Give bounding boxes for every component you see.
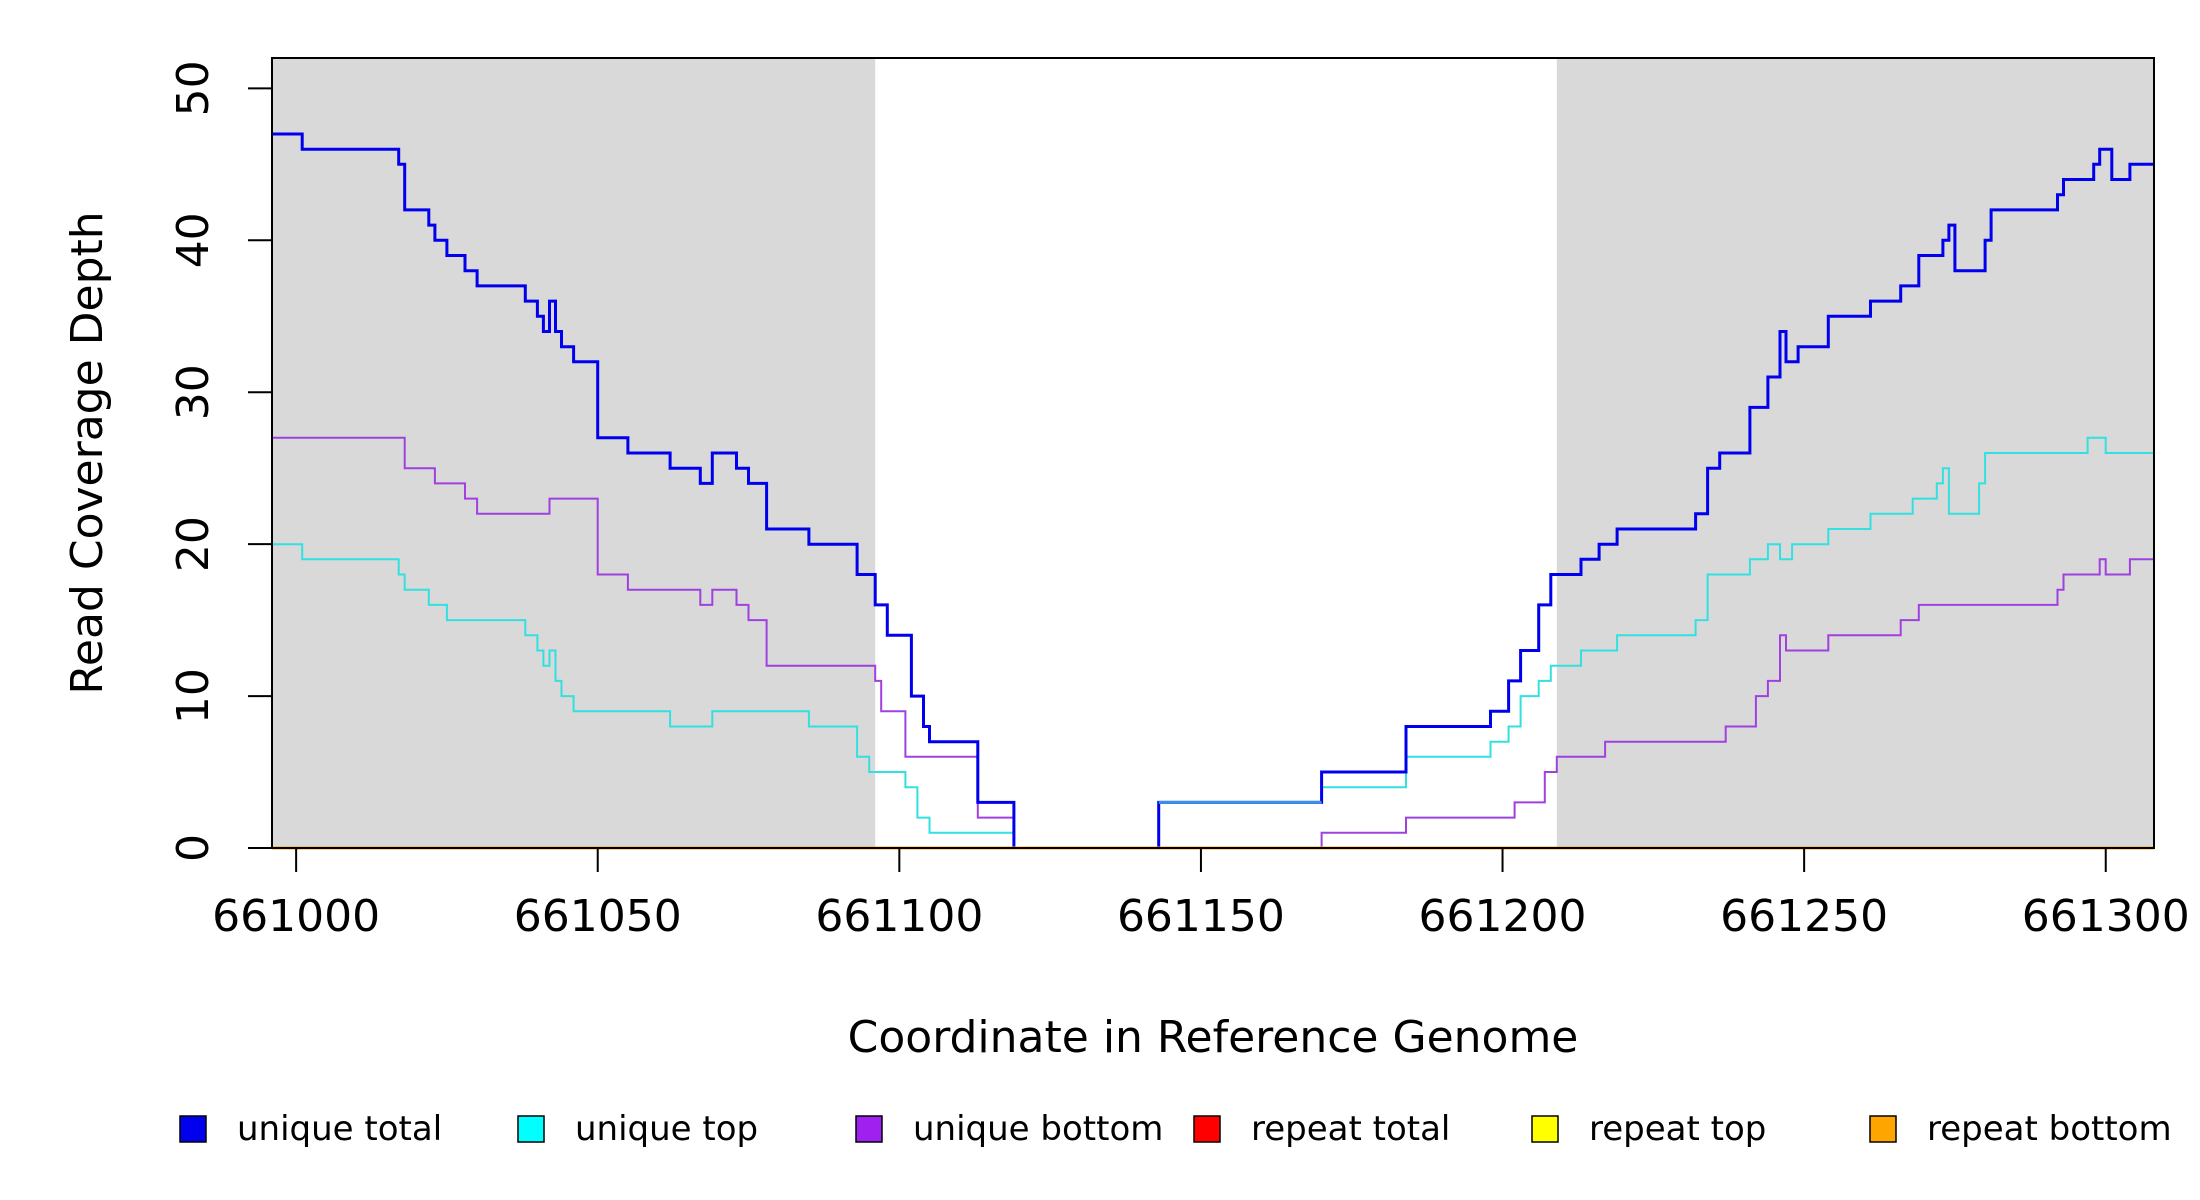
y-tick-label-20: 20 [168,516,219,572]
x-tick-label-661200: 661200 [1419,891,1587,942]
legend-label-repeat-top: repeat top [1589,1109,1766,1149]
legend-swatch-repeat-bottom [1869,1115,1897,1143]
x-tick-label-661150: 661150 [1117,891,1285,942]
y-tick-label-10: 10 [168,668,219,724]
y-tick-label-40: 40 [168,212,219,268]
legend-item-repeat-top: repeat top [1531,1109,1766,1149]
y-tick-label-30: 30 [168,364,219,420]
y-axis: 0 10 20 30 40 50 [168,60,273,862]
legend-item-unique-bottom: unique bottom [855,1109,1163,1149]
legend-label-unique-bottom: unique bottom [913,1109,1163,1149]
legend: unique total unique top unique bottom repea… [179,1109,2172,1149]
y-tick-label-50: 50 [168,60,219,116]
legend-item-unique-total: unique total [179,1109,442,1149]
x-tick-label-661250: 661250 [1720,891,1888,942]
legend-label-unique-total: unique total [237,1109,442,1149]
x-tick-label-661050: 661050 [514,891,682,942]
x-tick-label-661300: 661300 [2022,891,2190,942]
series-line-unique-bottom [272,436,2154,849]
legend-swatch-unique-total [179,1115,207,1143]
legend-item-repeat-bottom: repeat bottom [1869,1109,2172,1149]
shaded-region-1 [272,58,876,848]
legend-item-repeat-total: repeat total [1193,1109,1450,1149]
y-axis-title: Read Coverage Depth [62,211,113,694]
legend-item-unique-top: unique top [517,1109,758,1149]
x-tick-label-661000: 661000 [212,891,380,942]
y-tick-label-0: 0 [168,834,219,862]
legend-swatch-repeat-top [1531,1115,1559,1143]
legend-swatch-unique-top [517,1115,545,1143]
legend-swatch-unique-bottom [855,1115,883,1143]
x-tick-label-661100: 661100 [815,891,983,942]
legend-label-repeat-total: repeat total [1251,1109,1450,1149]
x-axis: 661000 661050 661100 661150 661200 661250 6613… [212,847,2190,942]
legend-label-unique-top: unique top [575,1109,758,1149]
legend-swatch-repeat-total [1193,1115,1221,1143]
x-axis-title: Coordinate in Reference Genome [848,1012,1579,1063]
legend-label-repeat-bottom: repeat bottom [1927,1109,2172,1149]
